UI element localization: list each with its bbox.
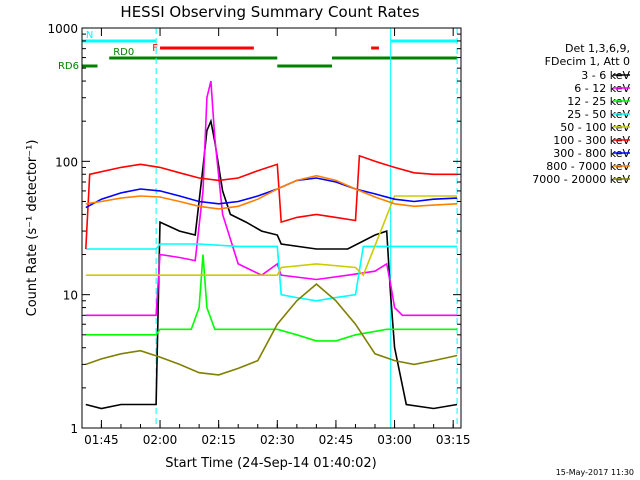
legend-entry: 300 - 800 keV [553, 147, 630, 160]
footer-date: 15-May-2017 11:30 [556, 468, 634, 477]
legend-entry: 12 - 25 keV [567, 95, 630, 108]
series-line-2 [85, 254, 458, 342]
legend-entry: 7000 - 20000 keV [532, 173, 630, 186]
state-label-n: N [86, 30, 93, 41]
series-line-8 [85, 283, 458, 376]
y-tick-label: 1 [70, 422, 78, 436]
x-tick-label: 02:45 [319, 433, 354, 447]
y-tick-label: 10 [63, 289, 78, 303]
x-axis: 01:45 02:00 02:15 02:30 02:45 03:00 03:15 [84, 28, 470, 447]
chart-title: HESSI Observing Summary Count Rates [120, 3, 419, 21]
y-tick-label: 100 [55, 155, 78, 169]
legend-entry: 6 - 12 keV [574, 82, 630, 95]
series-line-1 [85, 80, 458, 317]
state-label-rd6: RD6 [58, 61, 79, 72]
series-line-3 [85, 243, 458, 302]
y-axis: 1 10 100 1000 [47, 22, 461, 436]
x-tick-label: 03:00 [377, 433, 412, 447]
series-line-6 [85, 177, 458, 209]
legend-entry: 50 - 100 keV [560, 121, 630, 134]
legend-entry: 3 - 6 keV [581, 69, 630, 82]
x-tick-label: 02:00 [143, 433, 178, 447]
x-axis-label: Start Time (24-Sep-14 01:40:02) [165, 456, 376, 471]
legend-entry: 100 - 300 keV [553, 134, 630, 147]
y-axis-label: Count Rate (s⁻¹ detector⁻¹) [25, 140, 40, 317]
series-line-7 [85, 174, 458, 210]
legend: Det 1,3,6,9, FDecim 1, Att 0 3 - 6 keV6 … [532, 42, 630, 186]
state-label-rd0: RD0 [113, 47, 134, 58]
legend-header-1: Det 1,3,6,9, [565, 42, 630, 55]
vertical-markers [155, 28, 458, 428]
series-line-5 [85, 154, 458, 250]
legend-header-2: FDecim 1, Att 0 [545, 55, 630, 68]
legend-entry: 25 - 50 keV [567, 108, 630, 121]
y-tick-label: 1000 [47, 22, 78, 36]
plot-frame [81, 27, 462, 429]
legend-entry: 800 - 7000 keV [546, 160, 630, 173]
x-tick-label: 01:45 [84, 433, 119, 447]
x-tick-label: 02:30 [260, 433, 295, 447]
x-tick-label: 03:15 [436, 433, 471, 447]
state-bars: N F RD0 RD6 [58, 30, 458, 72]
series-line-4 [85, 195, 458, 277]
state-label-f: F [152, 43, 158, 54]
series-group [85, 80, 458, 410]
x-tick-label: 02:15 [201, 433, 236, 447]
